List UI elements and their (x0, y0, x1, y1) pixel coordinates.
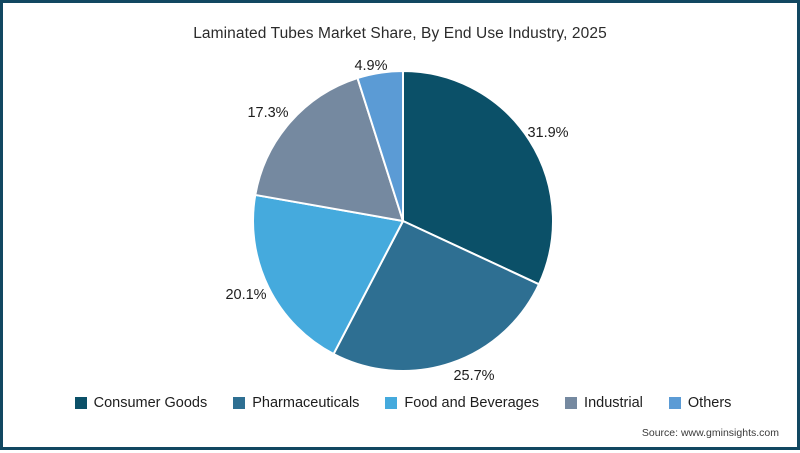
pie-slice-label: 31.9% (527, 125, 569, 141)
pie-slice[interactable] (402, 70, 554, 286)
legend-item[interactable]: Others (668, 395, 732, 411)
legend-swatch-icon (233, 397, 246, 409)
pie-slice-group (252, 70, 554, 372)
source-attribution: Source: www.gminsights.com (641, 427, 779, 439)
legend-item[interactable]: Industrial (565, 395, 643, 411)
pie-slice[interactable] (356, 70, 404, 222)
chart-title: Laminated Tubes Market Share, By End Use… (193, 25, 607, 42)
legend-item-label: Industrial (584, 395, 643, 411)
legend-item-label: Pharmaceuticals (252, 395, 360, 411)
pie-slice-label: 4.9% (354, 58, 388, 74)
pie-chart: 31.9% 25.7% 20.1% 17.3% 4.9% (3, 3, 800, 453)
legend-item[interactable]: Food and Beverages (385, 395, 539, 411)
pie-slice-label: 17.3% (247, 105, 289, 121)
pie-slice[interactable] (252, 193, 404, 355)
legend-swatch-icon (668, 397, 681, 409)
chart-legend: Consumer Goods Pharmaceuticals Food and Be… (3, 395, 800, 411)
pie-slice[interactable] (332, 220, 540, 372)
legend-item[interactable]: Pharmaceuticals (233, 395, 359, 411)
pie-slice-label: 20.1% (225, 287, 267, 303)
pie-slice-label: 25.7% (453, 368, 495, 384)
legend-swatch-icon (385, 397, 398, 409)
legend-item-label: Others (687, 395, 732, 411)
legend-item[interactable]: Consumer Goods (74, 395, 208, 411)
pie-slice[interactable] (254, 77, 404, 222)
legend-item-label: Consumer Goods (93, 395, 208, 411)
legend-swatch-icon (565, 397, 578, 409)
legend-swatch-icon (74, 397, 87, 409)
legend-item-label: Food and Beverages (404, 395, 540, 411)
pie-svg (252, 70, 554, 372)
